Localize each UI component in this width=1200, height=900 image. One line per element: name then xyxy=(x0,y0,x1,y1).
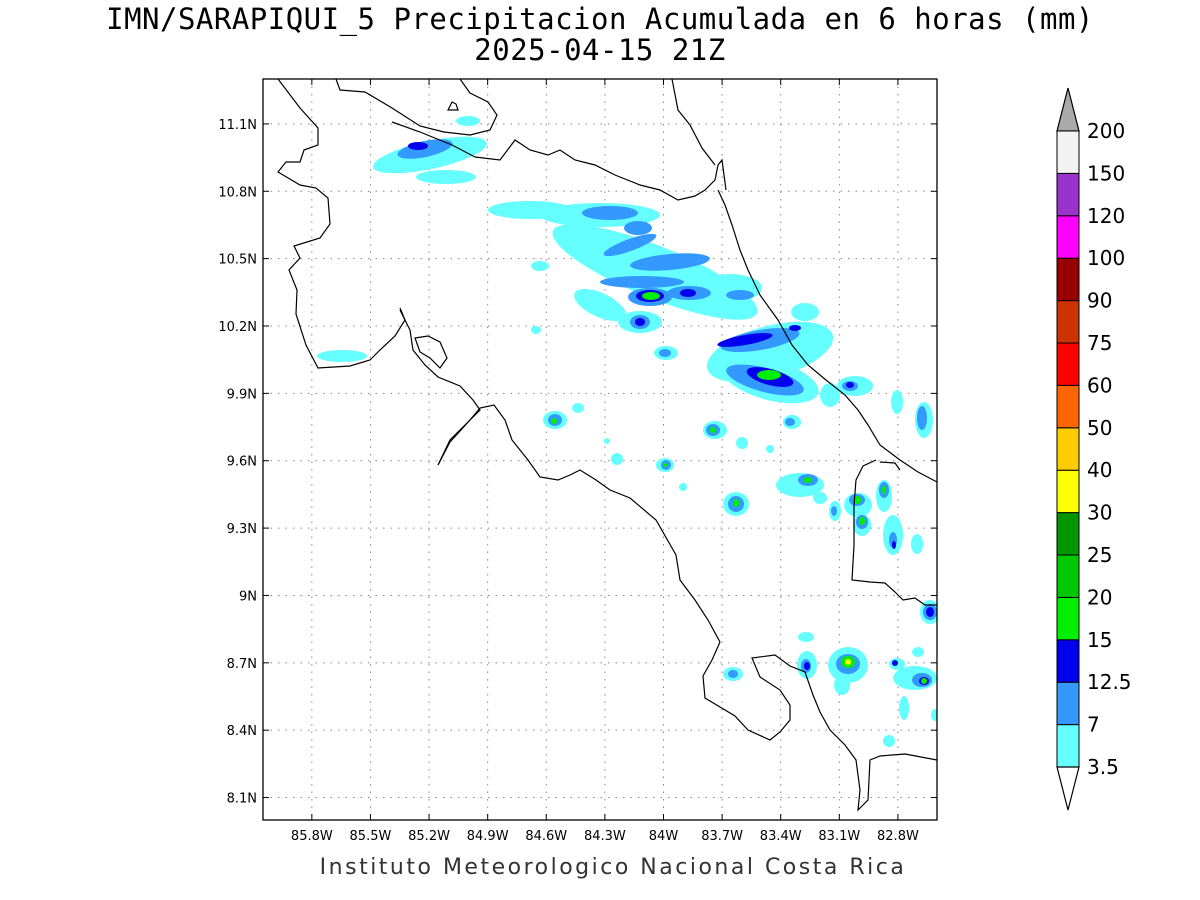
y-tick-label: 9.9N xyxy=(227,387,257,402)
y-tick-label: 8.1N xyxy=(227,792,257,807)
colorbar-legend: 3.5 7 12.5 15 20 25 30 40 50 60 75 90 100 120 150 200 xyxy=(1056,87,1132,811)
x-tick-label: 83.7W xyxy=(701,829,743,844)
colorbar-label: 15 xyxy=(1087,628,1112,652)
x-tick-label: 84W xyxy=(649,829,679,844)
colorbar-label: 120 xyxy=(1087,204,1125,228)
precipitation-lightblue-layer xyxy=(397,139,937,687)
y-tick-label: 9.6N xyxy=(227,455,257,470)
x-axis-ticks: 85.8W 85.5W 85.2W 84.9W 84.6W 84.3W 84W 83.7W 83… xyxy=(291,79,919,844)
colorbar-label: 7 xyxy=(1087,713,1100,737)
y-tick-label: 9N xyxy=(239,589,257,604)
colorbar-label: 3.5 xyxy=(1087,755,1119,779)
colorbar-swatch xyxy=(1056,130,1080,174)
colorbar-swatch xyxy=(1056,469,1080,514)
colorbar-label: 75 xyxy=(1087,331,1112,355)
y-tick-label: 8.7N xyxy=(227,657,257,672)
colorbar-swatch xyxy=(1056,512,1080,556)
colorbar-swatch xyxy=(1056,681,1080,726)
colorbar-swatch xyxy=(1056,724,1080,768)
colorbar-swatch xyxy=(1056,342,1080,386)
colorbar-swatch xyxy=(1056,215,1080,259)
x-tick-label: 83.4W xyxy=(760,829,802,844)
colorbar-label: 20 xyxy=(1087,585,1112,609)
colorbar-swatch xyxy=(1056,639,1080,683)
colorbar-over-triangle xyxy=(1056,87,1080,132)
colorbar-swatch xyxy=(1056,596,1080,641)
map-title: IMN/SARAPIQUI_5 Precipitacion Acumulada … xyxy=(106,2,1094,36)
y-tick-label: 10.5N xyxy=(218,253,257,268)
colorbar-label: 40 xyxy=(1087,458,1112,482)
colorbar-label: 100 xyxy=(1087,246,1125,270)
x-tick-label: 83.1W xyxy=(818,829,860,844)
precipitation-yellow-layer xyxy=(845,659,851,665)
colorbar-boxes xyxy=(1056,130,1080,768)
colorbar-labels: 3.5 7 12.5 15 20 25 30 40 50 60 75 90 100 120 150 200 xyxy=(1087,119,1132,779)
y-axis-ticks: 11.1N 10.8N 10.5N 10.2N 9.9N 9.6N 9.3N 9N 8.7N 8.… xyxy=(218,118,937,807)
y-tick-label: 9.3N xyxy=(227,522,257,537)
colorbar-swatch xyxy=(1056,427,1080,471)
x-tick-label: 84.6W xyxy=(525,829,567,844)
y-tick-label: 8.4N xyxy=(227,724,257,739)
colorbar-label: 50 xyxy=(1087,416,1112,440)
y-tick-label: 10.8N xyxy=(218,185,257,200)
y-tick-label: 10.2N xyxy=(218,320,257,335)
colorbar-label: 200 xyxy=(1087,119,1125,143)
credit-institute: Instituto Meteorologico Nacional Costa R… xyxy=(319,855,907,880)
colorbar-swatch xyxy=(1056,300,1080,344)
x-tick-label: 85.5W xyxy=(350,829,392,844)
x-tick-label: 82.8W xyxy=(877,829,919,844)
colorbar-swatch xyxy=(1056,257,1080,302)
x-tick-label: 85.2W xyxy=(408,829,450,844)
colorbar-label: 25 xyxy=(1087,543,1112,567)
colorbar-label: 150 xyxy=(1087,161,1125,185)
colorbar-label: 30 xyxy=(1087,501,1112,525)
map-subtitle-date: 2025-04-15 21Z xyxy=(474,33,726,67)
x-tick-label: 85.8W xyxy=(291,829,333,844)
colorbar-under-triangle xyxy=(1056,766,1080,811)
colorbar-swatch xyxy=(1056,172,1080,217)
coastline-borders xyxy=(277,79,937,812)
x-tick-label: 84.3W xyxy=(584,829,626,844)
y-tick-label: 11.1N xyxy=(218,118,257,133)
map-area xyxy=(263,79,937,820)
colorbar-swatch xyxy=(1056,554,1080,598)
x-tick-label: 84.9W xyxy=(467,829,509,844)
colorbar-swatch xyxy=(1056,384,1080,429)
colorbar-label: 12.5 xyxy=(1087,670,1132,694)
colorbar-label: 90 xyxy=(1087,289,1112,313)
colorbar-label: 60 xyxy=(1087,373,1112,397)
